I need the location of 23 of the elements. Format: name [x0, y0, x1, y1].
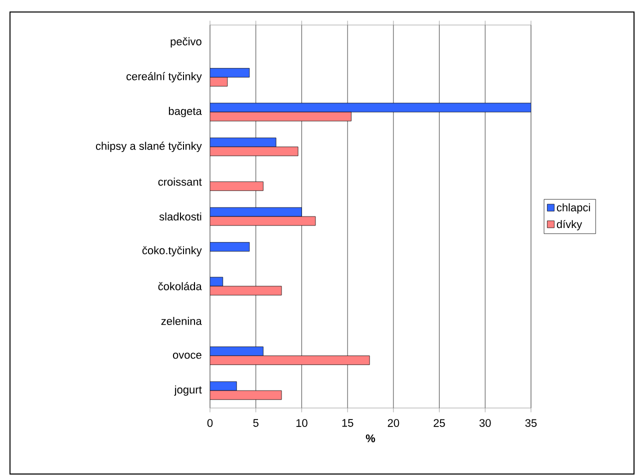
y-tick-label: čoko.tyčinky — [142, 246, 202, 256]
x-tick-label: 25 — [434, 419, 445, 427]
y-tick-label: pečivo — [170, 37, 202, 48]
y-tick-label: jogurt — [174, 385, 202, 396]
bar — [210, 242, 250, 252]
x-tick-label: 35 — [525, 419, 537, 427]
y-tick-label: chipsy a slané tyčinky — [96, 142, 202, 152]
legend-label: dívky — [556, 220, 582, 230]
y-tick-label: bageta — [168, 106, 202, 118]
y-tick-label: cereální tyčinky — [126, 72, 202, 82]
x-tick-label: 0 — [207, 419, 213, 427]
y-tick-label: zelenina — [161, 316, 202, 325]
x-tick-label: 20 — [388, 419, 400, 427]
x-tick-label: 10 — [296, 419, 308, 427]
y-tick-label: sladkosti — [159, 212, 202, 221]
x-tick-label: 5 — [253, 419, 258, 427]
y-tick-label: čokoláda — [158, 282, 202, 290]
y-tick-label: croissant — [158, 178, 202, 186]
y-tick-label: ovoce — [172, 352, 202, 359]
legend-label: chlapci — [556, 203, 590, 214]
x-tick-label: 30 — [479, 419, 491, 427]
x-tick-label: 15 — [342, 419, 354, 427]
x-axis-title: % — [366, 434, 376, 442]
